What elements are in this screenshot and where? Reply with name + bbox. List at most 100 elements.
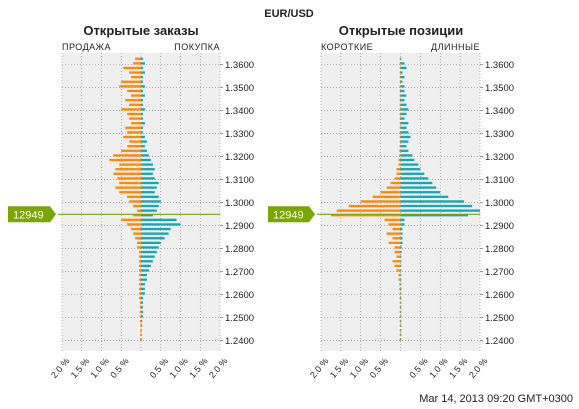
buy-bar [400,85,405,88]
buy-bar [141,168,155,171]
sell-bar [398,278,401,281]
sell-bar [123,66,141,70]
buy-bar [141,246,159,249]
sell-bar [399,66,401,70]
sell-bar [123,135,141,139]
sell-bar [399,62,401,65]
buy-bar [141,338,142,341]
open-positions-bars [330,57,480,341]
buy-bar [141,278,147,281]
y-tick-label: 1.2400 [485,336,514,347]
buy-bar [400,255,402,258]
buy-bar [400,292,402,295]
buy-bar [141,241,161,244]
x-tick-label: 0.5 % [148,356,170,380]
buy-bar [141,223,181,226]
buy-bar [400,269,402,272]
buy-bar [400,204,473,208]
y-tick-label: 1.3000 [485,198,514,209]
y-tick-label: 1.3600 [225,60,254,71]
sell-bar [399,99,401,102]
sell-bar [399,85,401,88]
sell-bar [139,283,141,286]
sell-bar [388,223,401,226]
buy-bar [141,62,145,65]
buy-bar [141,85,145,88]
buy-bar [400,149,409,152]
x-tick-label: 2.0 % [467,356,489,380]
sell-bar [399,306,401,309]
y-tick-label: 1.2700 [485,267,514,278]
buy-bar [400,57,402,60]
short-label: КОРОТКИЕ [321,42,373,52]
buy-bar [400,333,402,337]
sell-bar [113,154,141,157]
buy-bar [141,140,147,143]
y-tick-label: 1.3000 [225,198,254,209]
open-orders-x-ticks: 2.0 %1.5 %1.0 %0.5 % 0.5 %1.0 %1.5 %2.0 % [49,356,229,380]
buy-bar [400,232,403,235]
buy-bar [141,154,149,157]
open-orders-title: Открытые заказы [83,23,198,38]
buy-bar [141,80,143,83]
buy-bar [141,218,177,221]
buy-bar [141,214,153,217]
buy-bar [141,76,143,79]
sell-bar [390,181,401,185]
buy-bar [141,172,153,175]
y-tick-label: 1.3100 [485,175,514,186]
buy-bar [141,227,171,231]
buy-bar [141,315,143,318]
buy-bar [141,57,143,60]
buy-bar [400,103,407,106]
sell-bar [133,62,141,65]
price-marker-right [268,206,315,223]
sell-bar [396,168,401,171]
sell-bar [139,269,141,272]
sell-bar [399,76,401,79]
buy-bar [400,278,402,281]
y-tick-label: 1.3400 [225,106,254,117]
buy-bar [400,177,429,180]
sell-bar [113,172,141,175]
sell-bar [133,204,141,208]
buy-bar [141,108,145,111]
sell-bar [399,338,401,341]
sell-bar [399,310,401,314]
sell-bar [399,140,401,143]
sell-bar [119,191,141,194]
open-orders-panel: Открытые заказы ПРОДАЖА ПОКУПКА 1.36001.… [49,23,254,380]
buy-bar [400,172,425,175]
sell-bar [121,149,141,152]
sell-bar [372,195,401,198]
sell-bar [137,246,141,249]
buy-bar [141,112,143,116]
buy-bar [400,296,402,300]
sell-bar [139,250,141,254]
buy-bar [141,260,153,263]
buy-bar [400,287,402,291]
buy-bar [141,250,157,254]
sell-bar [127,112,141,116]
sell-bar [399,296,401,300]
buy-bar [400,126,407,129]
sell-bar [133,232,141,235]
sell-bar [399,117,401,120]
sell-bar [127,145,141,148]
sell-bar [129,140,141,143]
buy-bar [400,62,405,65]
sell-bar [399,126,401,129]
x-tick-label: 2.0 % [49,356,71,380]
buy-bar [141,103,143,106]
sell-bar [139,287,141,291]
buy-bar [400,246,402,249]
buy-bar [400,94,407,97]
buy-bar [400,319,402,323]
buy-bar [141,306,143,309]
sell-bar [129,200,141,203]
buy-bar [141,126,143,129]
buy-bar [400,158,415,162]
y-tick-label: 1.3600 [485,60,514,71]
sell-bar [399,112,401,116]
sell-bar [394,264,401,268]
